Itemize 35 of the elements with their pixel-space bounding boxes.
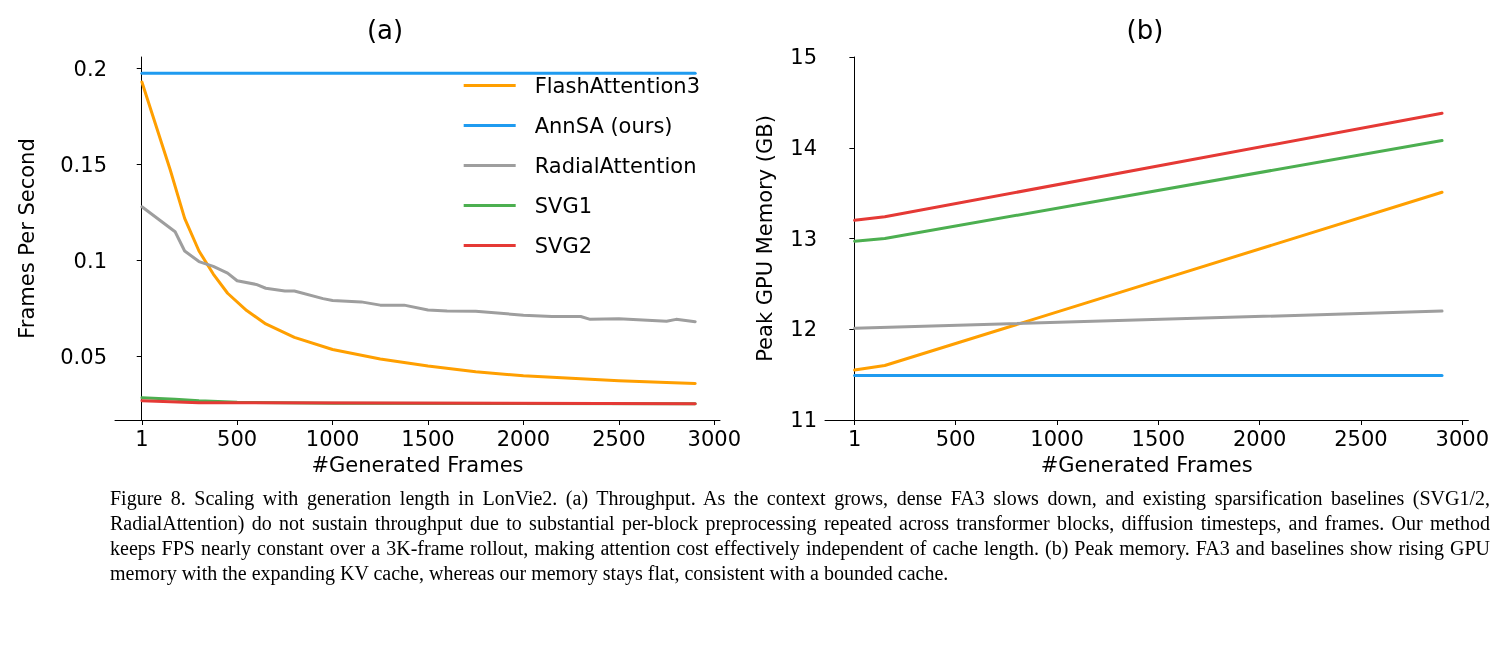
- x-axis-title: #Generated Frames: [1040, 452, 1253, 477]
- y-tick-label: 11: [790, 408, 817, 432]
- chart-title: (b): [1126, 15, 1164, 45]
- x-tick-label: 2000: [1232, 426, 1287, 451]
- y-tick-label: 13: [790, 226, 817, 251]
- legend-label: AnnSA (ours): [534, 113, 673, 138]
- y-axis-title: Peak GPU Memory (GB): [752, 115, 777, 362]
- legend-label: FlashAttention3: [534, 73, 701, 98]
- y-axis-title: Frames Per Second: [14, 138, 39, 339]
- caption: Figure 8. Scaling with generation length in LonVie2. (a) Throughput. As the context grows, dense FA3 slows down, and existing sparsification baselines (SVG1/2, RadialAttention) do not sustain throughput due to substantial per-block preprocessing repeated across transformer blocks, diffusion timesteps, and frames. Our method keeps FPS nearly constant over a 3K-frame rollout, making attention cost effectively independent of cache length. (b) Peak memory. FA3 and baselines show rising GPU memory with the expanding KV cache, whereas our memory stays flat, consistent with a bounded cache.: [110, 486, 1490, 586]
- x-tick-label: 1500: [401, 426, 455, 451]
- x-tick-label: 2500: [592, 426, 646, 451]
- y-tick-label: 15: [790, 45, 817, 69]
- x-tick-label: 2000: [496, 426, 551, 451]
- x-tick-label: 500: [217, 426, 258, 451]
- x-tick-label: 500: [935, 426, 976, 451]
- x-tick-label: 1: [135, 426, 149, 451]
- x-axis-title: #Generated Frames: [311, 452, 524, 477]
- legend-label: SVG1: [534, 193, 593, 218]
- y-tick-label: 12: [790, 317, 817, 342]
- legend-label: SVG2: [534, 233, 593, 258]
- x-tick-label: 1: [847, 426, 862, 451]
- legend-label: RadialAttention: [534, 153, 697, 178]
- x-tick-label: 3000: [687, 426, 741, 451]
- y-tick-label: 0.05: [60, 344, 107, 369]
- y-tick-label: 0.2: [73, 56, 107, 81]
- y-tick-label: 0.1: [73, 248, 107, 273]
- x-tick-label: 3000: [1435, 426, 1489, 451]
- x-tick-label: 1500: [1131, 426, 1186, 451]
- y-tick-label: 0.15: [60, 152, 107, 177]
- x-tick-label: 2500: [1334, 426, 1388, 451]
- x-tick-label: 1000: [305, 426, 360, 451]
- chart-title: (a): [366, 15, 404, 45]
- x-tick-label: 1000: [1030, 426, 1084, 451]
- y-tick-label: 14: [790, 135, 817, 160]
